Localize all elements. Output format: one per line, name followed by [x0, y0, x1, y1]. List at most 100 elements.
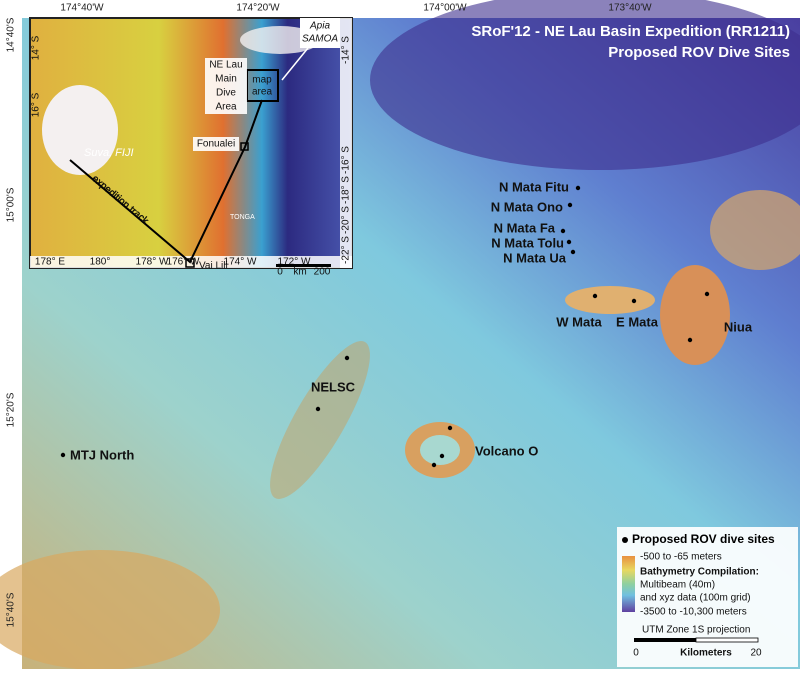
legend-text: and xyz data (100m grid)	[640, 593, 751, 604]
site-dot	[60, 452, 66, 458]
inset-label: map	[252, 75, 272, 86]
inset-label: Vai Lili	[199, 261, 228, 272]
scale-bar	[634, 638, 696, 642]
legend-text: -3500 to -10,300 meters	[640, 607, 747, 618]
title: SRoF'12 - NE Lau Basin Expedition (RR121…	[471, 23, 790, 40]
inset-label: Suva, FIJI	[84, 147, 134, 159]
legend-dot	[622, 537, 628, 543]
legend-title: Proposed ROV dive sites	[632, 532, 775, 546]
site-dot	[566, 239, 572, 245]
site-box	[185, 258, 195, 268]
scale-bar	[695, 637, 759, 643]
lon-label: 174°00'W	[423, 3, 467, 14]
lat-label: 15°00'S	[6, 187, 17, 222]
site-dot	[560, 228, 566, 234]
scale-label: Kilometers	[680, 648, 732, 659]
site-label: N Mata Fitu	[499, 179, 569, 194]
site-label: W Mata	[556, 314, 602, 329]
lon-label: 174°40'W	[60, 3, 104, 14]
inset-lat: 14° S	[31, 35, 42, 60]
inset: Apia SAMOA NE Lau Main Dive Area map are…	[29, 17, 353, 278]
inset-scale-label: 0	[277, 267, 283, 278]
site-dots	[60, 185, 710, 468]
site-dot	[439, 453, 445, 459]
inset-lon: 176° W	[167, 257, 200, 268]
site-dot	[687, 337, 693, 343]
site-dot	[567, 202, 573, 208]
legend-text: Multibeam (40m)	[640, 580, 715, 591]
inset-lon: 178° W	[136, 257, 169, 268]
mata-ridge	[565, 286, 655, 314]
lon-label: 173°40'W	[608, 3, 652, 14]
inset-label: Fonualei	[197, 139, 235, 150]
inset-lat: -14° S	[341, 36, 352, 64]
inset-lat: -22° S	[341, 236, 352, 264]
site-dot	[344, 355, 350, 361]
site-dot	[575, 185, 581, 191]
lon-label: 174°20'W	[236, 3, 280, 14]
label-bg	[300, 18, 340, 48]
fiji-islands	[42, 85, 118, 175]
site-label: E Mata	[616, 314, 659, 329]
inset-label: Apia	[309, 21, 330, 32]
inset-lon: 178° E	[35, 257, 65, 268]
inset-label: Dive	[216, 88, 236, 99]
lat-label: 15°20'S	[6, 392, 17, 427]
expedition-track	[69, 99, 263, 264]
site-label: N Mata Ua	[503, 250, 567, 265]
ridge-east	[710, 190, 800, 270]
inset-lat: -20° S	[341, 206, 352, 234]
caldera	[420, 435, 460, 465]
inset-label: NE Lau	[209, 60, 242, 71]
inset-lon: 174° W	[224, 257, 257, 268]
site-label: N Mata Ono	[491, 199, 563, 214]
site-label: N Mata Fa	[494, 220, 556, 235]
inset-label: TONGA	[230, 214, 255, 221]
shallow-area	[0, 550, 220, 670]
legend-text: -500 to -65 meters	[640, 552, 722, 563]
label-bg	[193, 137, 239, 151]
inset-label: area	[252, 87, 272, 98]
inset-lat: 16° S	[31, 92, 42, 117]
lat-label: 15°40'S	[6, 592, 17, 627]
site-label: N Mata Tolu	[491, 235, 564, 250]
leader-line	[281, 47, 309, 81]
site-label: Niua	[724, 319, 753, 334]
site-label: Volcano O	[475, 443, 538, 458]
site-dot	[570, 249, 576, 255]
inset-axis-bg	[340, 18, 352, 268]
site-dot	[704, 291, 710, 297]
legend-box	[617, 527, 798, 667]
lat-label: 14°40'S	[6, 17, 17, 52]
scale-label: 20	[750, 648, 762, 659]
scale-label: 0	[633, 648, 639, 659]
inset-scale-bar	[276, 264, 331, 267]
inset-label: Area	[215, 102, 237, 113]
label-bg	[205, 58, 247, 114]
inset-scale-label: 200	[314, 267, 331, 278]
site-label: NELSC	[311, 379, 356, 394]
inset-lon: 180°	[90, 257, 111, 268]
site-label: MTJ North	[70, 447, 134, 462]
inset-lat: -18° S	[341, 176, 352, 204]
site-dot	[631, 298, 637, 304]
site-box	[240, 142, 249, 151]
inset-label: SAMOA	[302, 34, 338, 45]
site-dot	[431, 462, 437, 468]
subtitle: Proposed ROV Dive Sites	[608, 44, 790, 61]
legend-text: UTM Zone 1S projection	[642, 625, 750, 636]
site-dot	[315, 406, 321, 412]
inset-label: Main	[215, 74, 237, 85]
inset-lat: -16° S	[341, 146, 352, 174]
legend: Proposed ROV dive sites -500 to -65 mete…	[617, 527, 798, 667]
niua-edifice	[660, 265, 730, 365]
ridge	[270, 341, 370, 499]
site-dot	[447, 425, 453, 431]
color-bar	[622, 556, 635, 612]
legend-text: Bathymetry Compilation:	[640, 567, 759, 578]
inset-lon: 172° W	[278, 257, 311, 268]
deep-basin	[370, 0, 800, 170]
inset-scale-label: km	[293, 267, 306, 278]
site-dot	[592, 293, 598, 299]
